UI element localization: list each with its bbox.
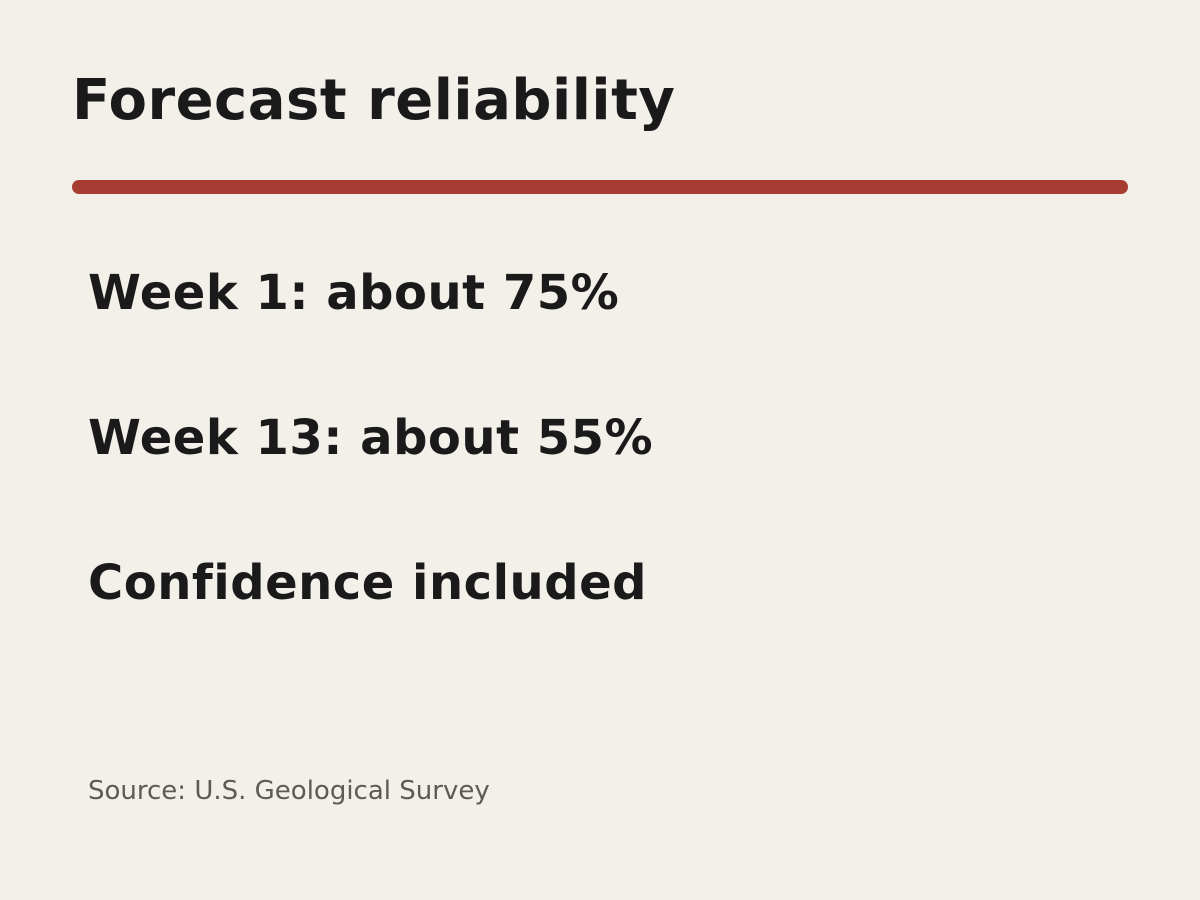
bullet-item-confidence: Confidence included [88, 555, 647, 611]
title-divider [72, 180, 1128, 194]
bullet-list: Week 1: about 75% Week 13: about 55% Con… [88, 262, 653, 697]
slide-title: Forecast reliability [72, 68, 676, 133]
source-note: Source: U.S. Geological Survey [88, 776, 490, 806]
bullet-item-week-13: Week 13: about 55% [88, 410, 654, 466]
bullet-item-week-1: Week 1: about 75% [88, 265, 620, 321]
